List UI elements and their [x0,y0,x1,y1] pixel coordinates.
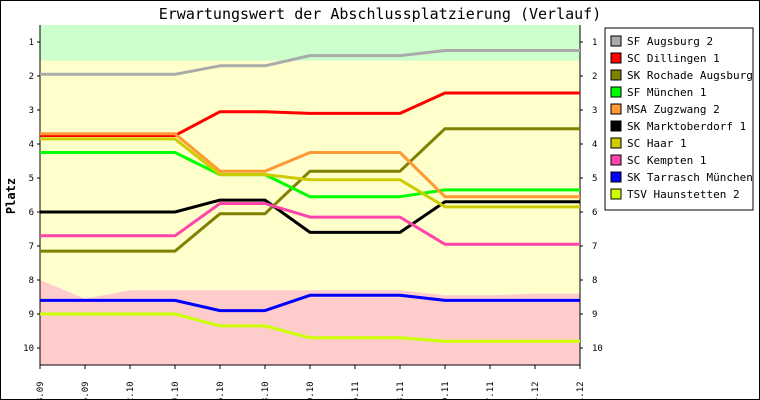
legend-label: SF München 1 [627,86,706,99]
x-tick-label: 18.09 [36,381,46,400]
legend-label: SK Marktoberdorf 1 [627,120,746,133]
x-tick-label: 25.09 [81,381,91,400]
legend-swatch [610,35,622,47]
y-tick-label-left: 4 [29,140,34,150]
series-line-7 [40,202,580,246]
legend-swatch [610,120,622,132]
series-line-2 [40,127,580,253]
legend-label: SC Haar 1 [627,137,687,150]
series-lines [40,49,580,343]
legend-swatch [610,52,622,64]
legend-swatch [610,103,622,115]
series-line-6 [40,137,580,209]
y-tick-label-left: 1 [29,38,34,48]
x-tick-label: 04.12 [531,381,541,400]
legend-swatch [610,171,622,183]
x-tick-label: 16.10 [216,381,226,400]
y-tick-label-right: 4 [592,140,597,150]
y-tick-label-right: 8 [592,276,597,286]
chart-title: Erwartungswert der Abschlussplatzierung … [159,5,602,23]
y-tick-label-right: 10 [592,344,603,354]
x-tick-label: 23.10 [261,381,271,400]
legend-swatch [610,86,622,98]
y-tick-label-left: 8 [29,276,34,286]
y-tick-label-right: 7 [592,242,597,252]
y-tick-label-left: 9 [29,310,34,320]
x-tick-label: 27.11 [486,381,496,400]
series-line-4 [40,132,580,199]
series-line-0 [40,49,580,76]
y-tick-label-left: 2 [29,72,34,82]
legend-swatch [610,137,622,149]
y-tick-label-left: 6 [29,208,34,218]
y-tick-label-left: 10 [23,344,34,354]
legend-label: SF Augsburg 2 [627,35,713,48]
y-tick-label-left: 3 [29,106,34,116]
y-tick-label-right: 3 [592,106,597,116]
axes: 1 1 2 2 3 3 4 4 5 5 6 6 7 7 8 8 9 9 10 10 18.09 25.09 02.10 09.… [23,25,603,400]
legend-label: SK Rochade Augsburg 1 [627,69,760,82]
y-axis-label: Platz [4,178,18,214]
x-tick-label: 11.12 [576,381,586,400]
legend-box [604,27,754,211]
series-line-9 [40,312,580,343]
series-line-3 [40,151,580,199]
y-tick-label-right: 9 [592,310,597,320]
legend-label: TSV Haunstetten 2 [627,188,740,201]
x-tick-label: 06.11 [351,381,361,400]
legend-label: SK Tarrasch München 2 [627,171,760,184]
legend-swatch [610,69,622,81]
legend-label: SC Dillingen 1 [627,52,720,65]
series-line-5 [40,198,580,234]
legend-swatch [610,154,622,166]
series-line-8 [40,293,580,313]
legend-label: SC Kempten 1 [627,154,706,167]
x-tick-label: 02.10 [126,381,136,400]
legend-label: MSA Zugzwang 2 [627,103,720,116]
x-tick-label: 13.11 [396,381,406,400]
y-tick-label-right: 2 [592,72,597,82]
y-tick-label-left: 7 [29,242,34,252]
x-tick-label: 09.10 [171,381,181,400]
y-tick-label-right: 1 [592,38,597,48]
legend: SF Augsburg 2 SC Dillingen 1 SK Rochade Au… [604,27,760,211]
x-tick-label: 30.10 [306,381,316,400]
y-tick-label-left: 5 [29,174,34,184]
y-tick-label-right: 5 [592,174,597,184]
legend-swatch [610,188,622,200]
x-tick-label: 20.11 [441,381,451,400]
series-line-1 [40,91,580,137]
y-tick-label-right: 6 [592,208,597,218]
